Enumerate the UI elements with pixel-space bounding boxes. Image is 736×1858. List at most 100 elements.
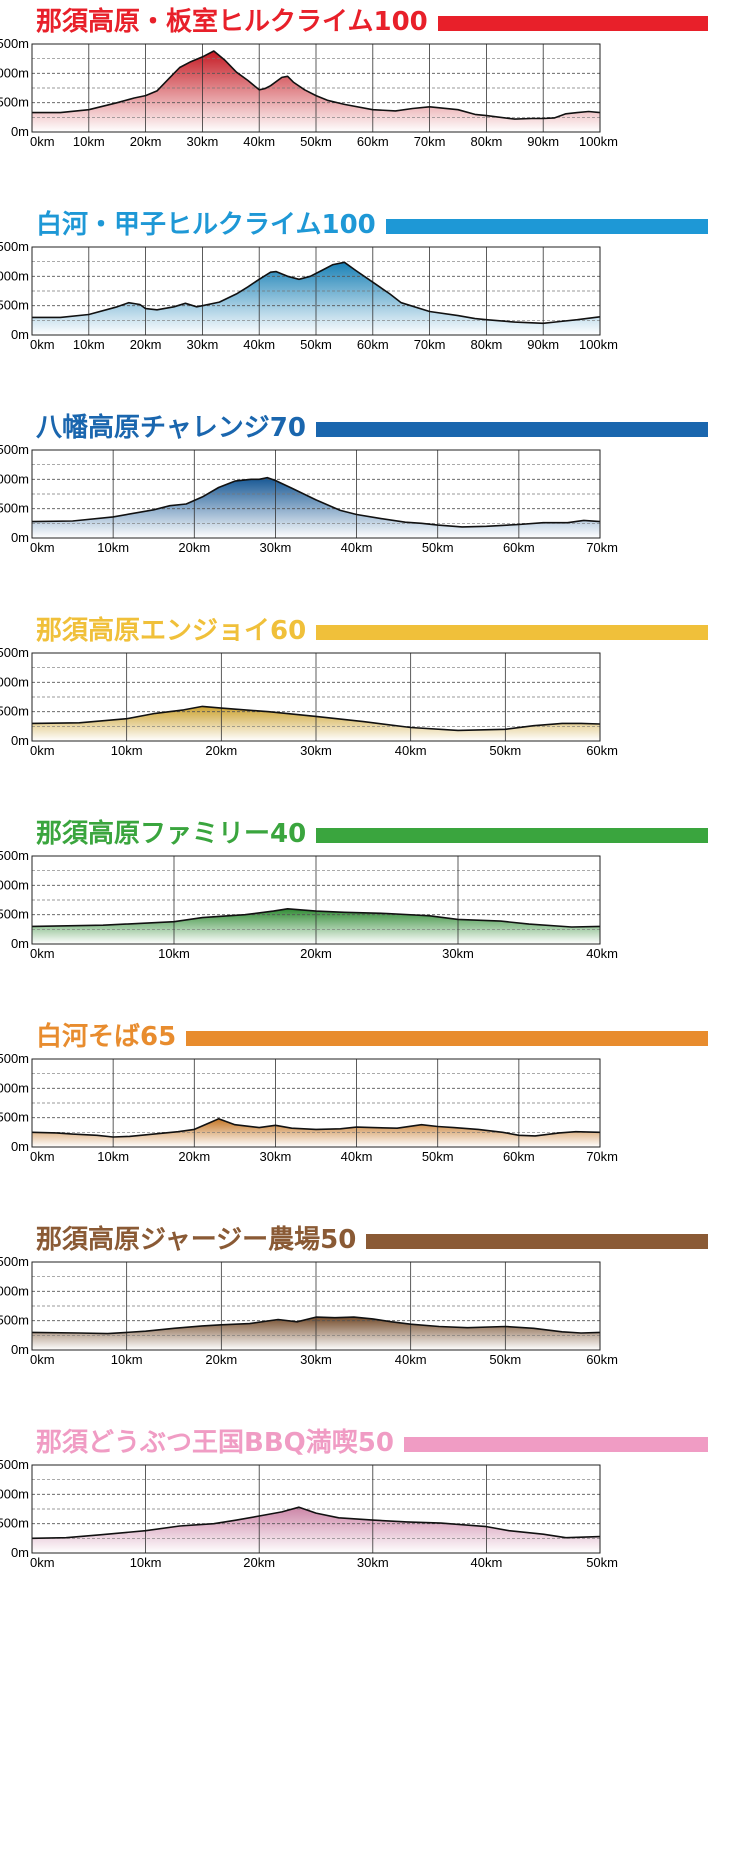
plot-frame [31, 1261, 601, 1351]
elevation-line [31, 908, 601, 928]
x-tick-label: 60km [357, 337, 389, 352]
elevation-line [32, 261, 601, 325]
x-tick-label: 10km [97, 1149, 129, 1164]
x-tick-label: 60km [503, 1149, 535, 1164]
x-tick-label: 50km [300, 337, 332, 352]
elevation-line [31, 476, 601, 528]
plot-frame [31, 1058, 601, 1148]
x-tick-label: 40km [341, 1149, 373, 1164]
x-tick-label: 10km [130, 1555, 162, 1570]
x-tick-label: 20km [205, 743, 237, 758]
x-tick-label: 0km [30, 743, 55, 758]
x-tick-label: 100km [579, 134, 618, 149]
y-tick-label: 500m [0, 704, 29, 719]
x-tick-label: 10km [158, 946, 190, 961]
title-color-bar [186, 1031, 708, 1046]
x-tick-label: 40km [341, 540, 373, 555]
elevation-line [31, 1118, 601, 1138]
plot-frame [31, 1464, 601, 1554]
y-tick-label: 500m [0, 95, 29, 110]
chart-title: 那須高原ジャージー農場50 [36, 1225, 357, 1255]
chart-title: 那須高原・板室ヒルクライム100 [36, 7, 428, 37]
chart-title: 白河・甲子ヒルクライム100 [36, 210, 376, 240]
plot-frame [31, 855, 601, 945]
y-tick-label: 1500m [0, 442, 29, 457]
x-tick-label: 40km [395, 1352, 427, 1367]
x-tick-label: 10km [73, 134, 105, 149]
y-tick-label: 0m [11, 1545, 29, 1560]
x-tick-label: 80km [471, 134, 503, 149]
x-tick-label: 30km [260, 1149, 292, 1164]
x-tick-label: 50km [422, 1149, 454, 1164]
y-tick-label: 1500m [0, 645, 29, 660]
x-tick-label: 10km [73, 337, 105, 352]
x-tick-label: 0km [30, 1149, 55, 1164]
x-tick-label: 70km [414, 337, 446, 352]
x-tick-label: 60km [586, 743, 618, 758]
chart-title: 那須高原ファミリー40 [36, 819, 307, 849]
y-tick-label: 0m [11, 124, 29, 139]
x-tick-label: 50km [586, 1555, 618, 1570]
elevation-line [32, 50, 601, 120]
x-tick-label: 50km [489, 743, 521, 758]
x-tick-label: 100km [579, 337, 618, 352]
x-tick-label: 30km [260, 540, 292, 555]
x-tick-label: 80km [471, 337, 503, 352]
title-color-bar [386, 219, 708, 234]
y-tick-label: 500m [0, 907, 29, 922]
x-tick-label: 0km [30, 337, 55, 352]
title-color-bar [366, 1234, 708, 1249]
y-tick-label: 500m [0, 501, 29, 516]
y-tick-label: 1500m [0, 1051, 29, 1066]
title-color-bar [316, 422, 708, 437]
plot-frame [31, 43, 601, 133]
plot-frame [31, 652, 601, 742]
elevation-area [32, 1118, 600, 1147]
x-tick-label: 0km [30, 540, 55, 555]
elevation-line [31, 1316, 601, 1335]
x-tick-label: 20km [178, 540, 210, 555]
x-tick-label: 40km [243, 134, 275, 149]
elevation-area [32, 477, 600, 538]
x-tick-label: 60km [357, 134, 389, 149]
y-tick-label: 500m [0, 298, 29, 313]
x-tick-label: 90km [527, 337, 559, 352]
x-tick-label: 10km [111, 1352, 143, 1367]
x-tick-label: 70km [586, 540, 618, 555]
x-tick-label: 20km [243, 1555, 275, 1570]
x-tick-label: 0km [30, 1555, 55, 1570]
y-tick-label: 0m [11, 327, 29, 342]
y-tick-label: 1500m [0, 239, 29, 254]
x-tick-label: 30km [300, 1352, 332, 1367]
x-tick-label: 10km [97, 540, 129, 555]
chart-title: 白河そば65 [36, 1022, 177, 1052]
y-tick-label: 1500m [0, 1254, 29, 1269]
x-tick-label: 30km [357, 1555, 389, 1570]
plot-frame [31, 246, 601, 336]
y-tick-label: 500m [0, 1110, 29, 1125]
y-tick-label: 1500m [0, 1457, 29, 1472]
x-tick-label: 20km [178, 1149, 210, 1164]
chart-title: 八幡高原チャレンジ70 [36, 413, 306, 443]
y-tick-label: 1500m [0, 848, 29, 863]
x-tick-label: 20km [130, 134, 162, 149]
y-tick-label: 0m [11, 530, 29, 545]
